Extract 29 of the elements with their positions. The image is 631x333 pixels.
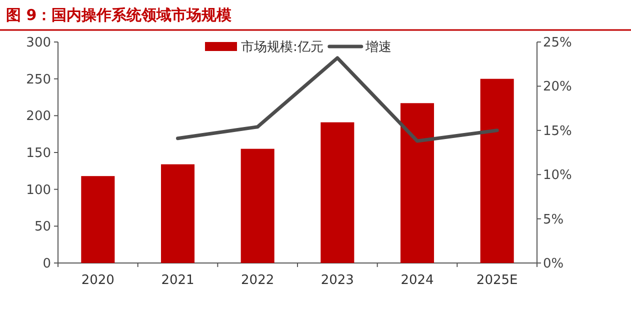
legend-label: 市场规模:亿元 [241, 40, 324, 55]
x-tick-label: 2022 [241, 273, 274, 288]
y-tick-label: 250 [26, 72, 51, 88]
y-tick-label: 0 [42, 256, 51, 272]
y2-tick-label: 10% [543, 168, 572, 184]
x-tick-label: 2020 [81, 273, 114, 288]
chart-title: 图 9：国内操作系统领域市场规模 [6, 6, 233, 24]
bar [320, 122, 354, 263]
legend-label: 增速 [364, 40, 392, 55]
y2-tick-label: 15% [543, 124, 572, 139]
bar [480, 78, 514, 263]
x-tick-label: 2024 [400, 273, 434, 288]
y2-tick-label: 20% [543, 80, 572, 95]
x-tick-label: 2021 [161, 273, 194, 288]
y-tick-label: 100 [26, 182, 51, 198]
y-tick-label: 50 [34, 220, 51, 235]
y-tick-label: 300 [26, 36, 51, 50]
y-tick-label: 150 [26, 146, 51, 161]
x-tick-label: 2023 [320, 273, 354, 288]
y-tick-label: 200 [26, 109, 51, 124]
bar [81, 176, 115, 263]
line-series [176, 56, 499, 143]
bar [160, 164, 195, 263]
x-tick-label: 2025E [476, 273, 518, 288]
y2-tick-label: 25% [543, 36, 572, 50]
y2-tick-label: 5% [543, 212, 564, 228]
bar [400, 103, 434, 263]
y2-tick-label: 0% [543, 256, 564, 272]
bar [240, 148, 274, 263]
